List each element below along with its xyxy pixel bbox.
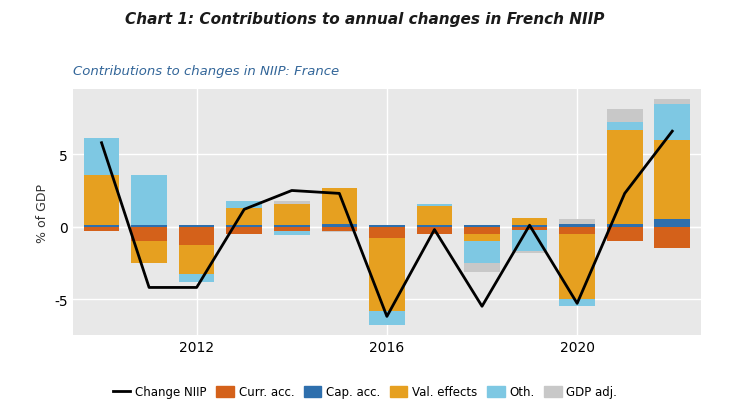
Bar [226, 201, 262, 208]
Bar [369, 239, 404, 311]
Bar [654, 100, 690, 104]
Bar [464, 226, 500, 227]
Bar [131, 227, 167, 242]
Bar [84, 227, 120, 231]
Bar [131, 242, 167, 263]
Bar [559, 220, 595, 224]
Bar [464, 234, 500, 242]
Bar [512, 230, 548, 252]
Bar [321, 227, 357, 231]
Bar [417, 204, 453, 207]
Bar [226, 226, 262, 227]
Bar [274, 201, 310, 204]
Bar [369, 227, 404, 239]
Bar [654, 220, 690, 227]
Bar [321, 224, 357, 227]
Text: Chart 1: Contributions to annual changes in French NIIP: Chart 1: Contributions to annual changes… [126, 12, 604, 27]
Bar [84, 175, 120, 226]
Bar [512, 218, 548, 226]
Bar [654, 227, 690, 249]
Bar [559, 224, 595, 227]
Bar [226, 208, 262, 226]
Y-axis label: % of GDP: % of GDP [36, 183, 49, 242]
Bar [417, 226, 453, 227]
Bar [654, 104, 690, 141]
Bar [84, 139, 120, 175]
Bar [559, 227, 595, 234]
Bar [607, 227, 642, 242]
Bar [417, 207, 453, 226]
Bar [369, 311, 404, 325]
Bar [464, 263, 500, 272]
Bar [274, 231, 310, 236]
Bar [607, 123, 642, 130]
Bar [274, 204, 310, 226]
Bar [179, 246, 215, 275]
Bar [179, 227, 215, 246]
Bar [179, 226, 215, 227]
Bar [131, 226, 167, 227]
Bar [607, 130, 642, 224]
Bar [607, 110, 642, 123]
Bar [369, 226, 404, 227]
Legend: Change NIIP, Curr. acc., Cap. acc., Val. effects, Oth., GDP adj.: Change NIIP, Curr. acc., Cap. acc., Val.… [108, 381, 622, 403]
Bar [559, 234, 595, 299]
Bar [274, 227, 310, 231]
Bar [464, 242, 500, 263]
Bar [607, 224, 642, 227]
Bar [654, 141, 690, 220]
Bar [417, 227, 453, 234]
Bar [179, 275, 215, 282]
Bar [512, 252, 548, 253]
Bar [321, 231, 357, 233]
Bar [464, 227, 500, 234]
Bar [274, 226, 310, 227]
Bar [559, 299, 595, 306]
Bar [321, 188, 357, 224]
Bar [512, 226, 548, 227]
Bar [226, 227, 262, 234]
Bar [131, 175, 167, 226]
Text: Contributions to changes in NIIP: France: Contributions to changes in NIIP: France [73, 65, 339, 78]
Bar [512, 227, 548, 230]
Bar [84, 226, 120, 227]
